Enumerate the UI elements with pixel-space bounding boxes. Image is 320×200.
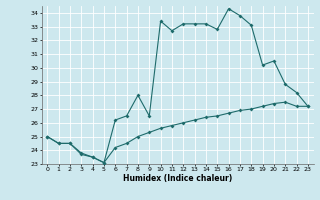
X-axis label: Humidex (Indice chaleur): Humidex (Indice chaleur): [123, 174, 232, 183]
